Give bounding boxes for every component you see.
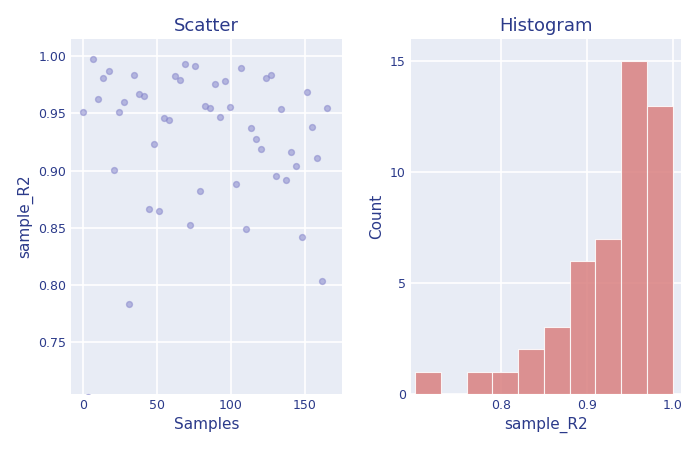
Title: Histogram: Histogram bbox=[499, 17, 593, 35]
Point bbox=[169, 73, 180, 80]
Point bbox=[209, 81, 220, 88]
Point bbox=[174, 76, 186, 83]
Point bbox=[250, 135, 261, 142]
Point bbox=[230, 180, 241, 188]
X-axis label: sample_R2: sample_R2 bbox=[504, 417, 588, 433]
Bar bbox=[570, 261, 596, 394]
Point bbox=[189, 62, 200, 69]
Point bbox=[164, 117, 175, 124]
Bar bbox=[467, 372, 492, 394]
Point bbox=[276, 105, 287, 112]
Point bbox=[184, 222, 195, 229]
Point bbox=[108, 166, 119, 174]
Point bbox=[306, 124, 317, 131]
Point bbox=[296, 234, 307, 241]
Point bbox=[139, 92, 150, 99]
Bar bbox=[492, 372, 518, 394]
Bar bbox=[596, 238, 621, 394]
Point bbox=[204, 105, 216, 112]
Bar bbox=[647, 105, 673, 394]
Point bbox=[245, 124, 256, 131]
Point bbox=[270, 173, 281, 180]
Bar bbox=[621, 61, 647, 394]
Point bbox=[291, 162, 302, 170]
Point bbox=[286, 148, 297, 155]
Bar bbox=[518, 349, 544, 394]
Point bbox=[281, 177, 292, 184]
Point bbox=[301, 89, 312, 96]
Point bbox=[220, 77, 231, 85]
Point bbox=[88, 56, 99, 63]
Point bbox=[144, 206, 155, 213]
Point bbox=[265, 72, 276, 79]
Point bbox=[154, 207, 165, 214]
Point bbox=[260, 74, 272, 81]
X-axis label: Samples: Samples bbox=[174, 417, 239, 432]
Point bbox=[98, 75, 109, 82]
Point bbox=[148, 140, 160, 147]
Point bbox=[215, 113, 226, 121]
Point bbox=[316, 278, 328, 285]
Y-axis label: sample_R2: sample_R2 bbox=[17, 175, 33, 258]
Point bbox=[78, 108, 89, 116]
Bar bbox=[415, 372, 441, 394]
Point bbox=[225, 103, 236, 110]
Point bbox=[118, 98, 130, 105]
Point bbox=[256, 146, 267, 153]
Y-axis label: Count: Count bbox=[370, 194, 384, 239]
Point bbox=[134, 90, 145, 97]
Point bbox=[235, 64, 246, 72]
Bar bbox=[544, 327, 570, 394]
Point bbox=[199, 103, 211, 110]
Point bbox=[92, 95, 104, 103]
Title: Scatter: Scatter bbox=[174, 17, 239, 35]
Point bbox=[113, 108, 125, 116]
Point bbox=[312, 155, 323, 162]
Point bbox=[103, 67, 114, 74]
Point bbox=[321, 104, 332, 112]
Point bbox=[179, 60, 190, 68]
Point bbox=[195, 188, 206, 195]
Point bbox=[240, 225, 251, 232]
Point bbox=[128, 71, 139, 78]
Point bbox=[83, 393, 94, 400]
Point bbox=[123, 301, 134, 308]
Point bbox=[159, 114, 170, 122]
